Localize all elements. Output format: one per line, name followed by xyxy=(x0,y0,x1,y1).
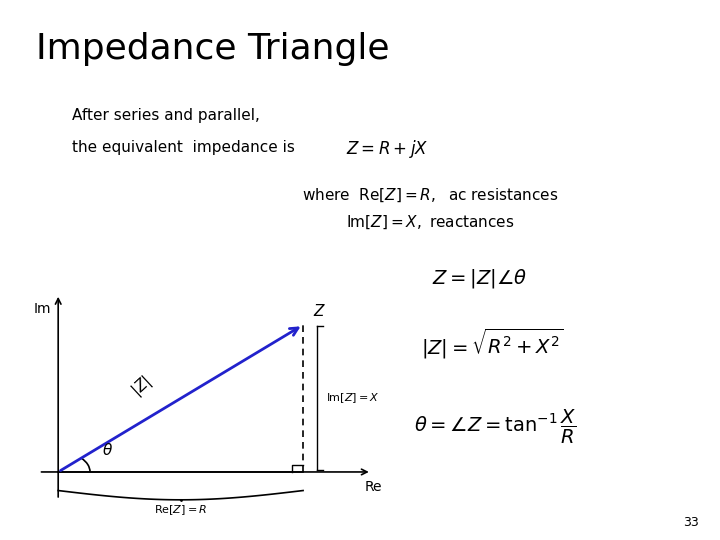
Text: $\theta = \angle Z = \tan^{-1}\dfrac{X}{R}$: $\theta = \angle Z = \tan^{-1}\dfrac{X}{… xyxy=(414,408,576,446)
Text: $Z = R + jX$: $Z = R + jX$ xyxy=(346,138,428,160)
Text: Im: Im xyxy=(34,302,51,316)
Text: After series and parallel,: After series and parallel, xyxy=(72,108,260,123)
Text: Re: Re xyxy=(364,480,382,494)
Text: where  $\mathrm{Re}[Z] = R,$  ac resistances: where $\mathrm{Re}[Z] = R,$ ac resistanc… xyxy=(302,186,559,204)
Text: 33: 33 xyxy=(683,516,698,529)
Text: $|Z|$: $|Z|$ xyxy=(127,373,156,401)
Text: $Z$: $Z$ xyxy=(313,303,326,319)
Text: $Z = |Z|\angle\theta$: $Z = |Z|\angle\theta$ xyxy=(432,267,527,291)
Text: $|Z| = \sqrt{R^2 + X^2}$: $|Z| = \sqrt{R^2 + X^2}$ xyxy=(421,327,564,361)
Text: Re$[Z] = R$: Re$[Z] = R$ xyxy=(154,503,207,517)
Text: Im$[Z] = X$: Im$[Z] = X$ xyxy=(326,392,380,406)
Text: $\theta$: $\theta$ xyxy=(102,442,113,458)
Text: $\mathrm{Im}[Z] = X,$ reactances: $\mathrm{Im}[Z] = X,$ reactances xyxy=(346,213,514,231)
Text: the equivalent  impedance is: the equivalent impedance is xyxy=(72,140,295,156)
Text: Impedance Triangle: Impedance Triangle xyxy=(36,32,390,66)
